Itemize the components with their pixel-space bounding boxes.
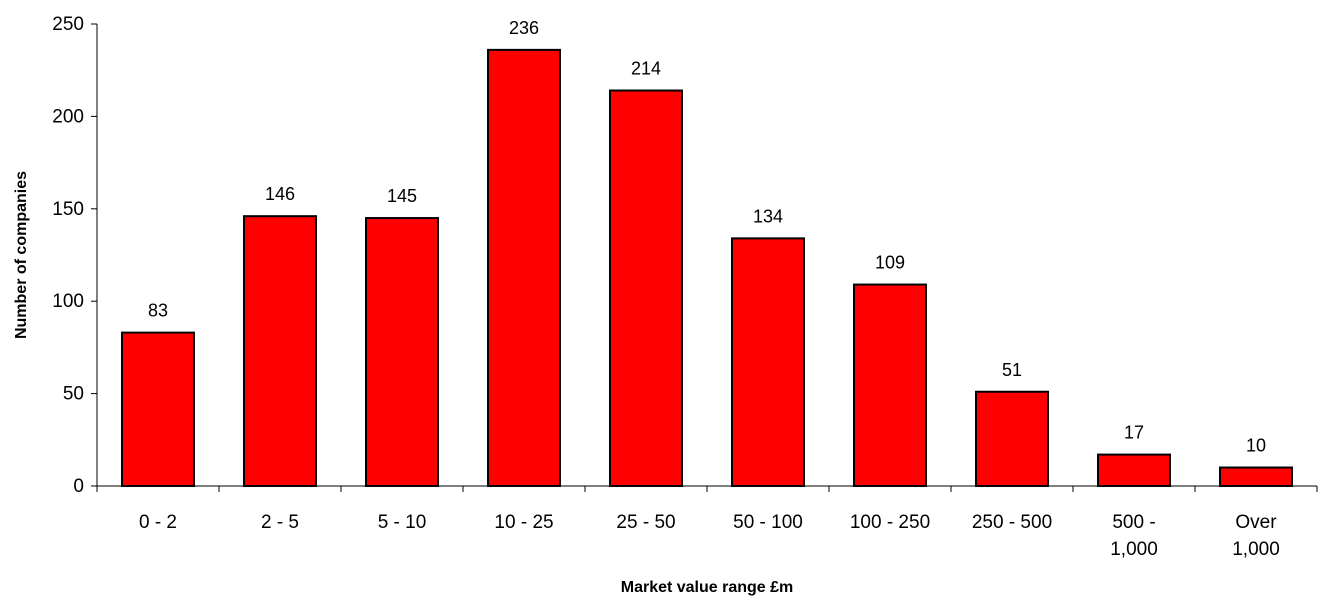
data-label: 51	[1002, 360, 1022, 380]
x-axis-title: Market value range £m	[621, 579, 794, 596]
data-labels: 83 146 145 236 214 134 109 51 17 10	[148, 18, 1266, 456]
bar	[1219, 466, 1293, 487]
bar	[121, 331, 195, 487]
y-tick-label: 50	[63, 384, 84, 405]
x-tick-label: Over	[1235, 512, 1277, 533]
x-tick-label: 25 - 50	[616, 512, 675, 533]
data-label: 10	[1246, 436, 1266, 456]
bar	[243, 215, 317, 488]
data-label: 236	[509, 18, 539, 38]
data-label: 17	[1124, 423, 1144, 443]
data-label: 146	[265, 184, 295, 204]
data-label: 214	[631, 59, 661, 79]
bar	[609, 89, 683, 487]
x-tick-label: 2 - 5	[261, 512, 299, 533]
bar	[487, 48, 561, 487]
x-tick-label: 1,000	[1110, 539, 1158, 560]
y-tick-label: 100	[52, 291, 84, 312]
y-tick-label: 250	[52, 14, 84, 35]
data-label: 145	[387, 186, 417, 206]
bar	[1097, 453, 1171, 488]
x-tick-label: 500 -	[1112, 512, 1155, 533]
bar	[731, 237, 805, 487]
bar	[853, 283, 927, 487]
bar	[975, 390, 1049, 488]
x-tick-label: 100 - 250	[850, 512, 930, 533]
data-label: 134	[753, 206, 783, 226]
x-tick-label: 250 - 500	[972, 512, 1052, 533]
x-tick-label: 0 - 2	[139, 512, 177, 533]
y-axis: 0 50 100 150 200 250	[52, 14, 98, 497]
bar	[365, 217, 439, 487]
x-axis: 0 - 2 2 - 5 5 - 10 10 - 25 25 - 50 50 - 100 10…	[96, 485, 1318, 560]
data-label: 109	[875, 253, 905, 273]
y-tick-label: 200	[52, 106, 84, 127]
bars	[121, 48, 1293, 488]
x-tick-label: 10 - 25	[494, 512, 553, 533]
y-tick-label: 0	[73, 476, 84, 497]
x-tick-label: 5 - 10	[378, 512, 427, 533]
data-label: 83	[148, 301, 168, 321]
x-tick-label: 50 - 100	[733, 512, 803, 533]
y-axis-title: Number of companies	[13, 171, 30, 339]
x-tick-label: 1,000	[1232, 539, 1280, 560]
y-tick-label: 150	[52, 199, 84, 220]
